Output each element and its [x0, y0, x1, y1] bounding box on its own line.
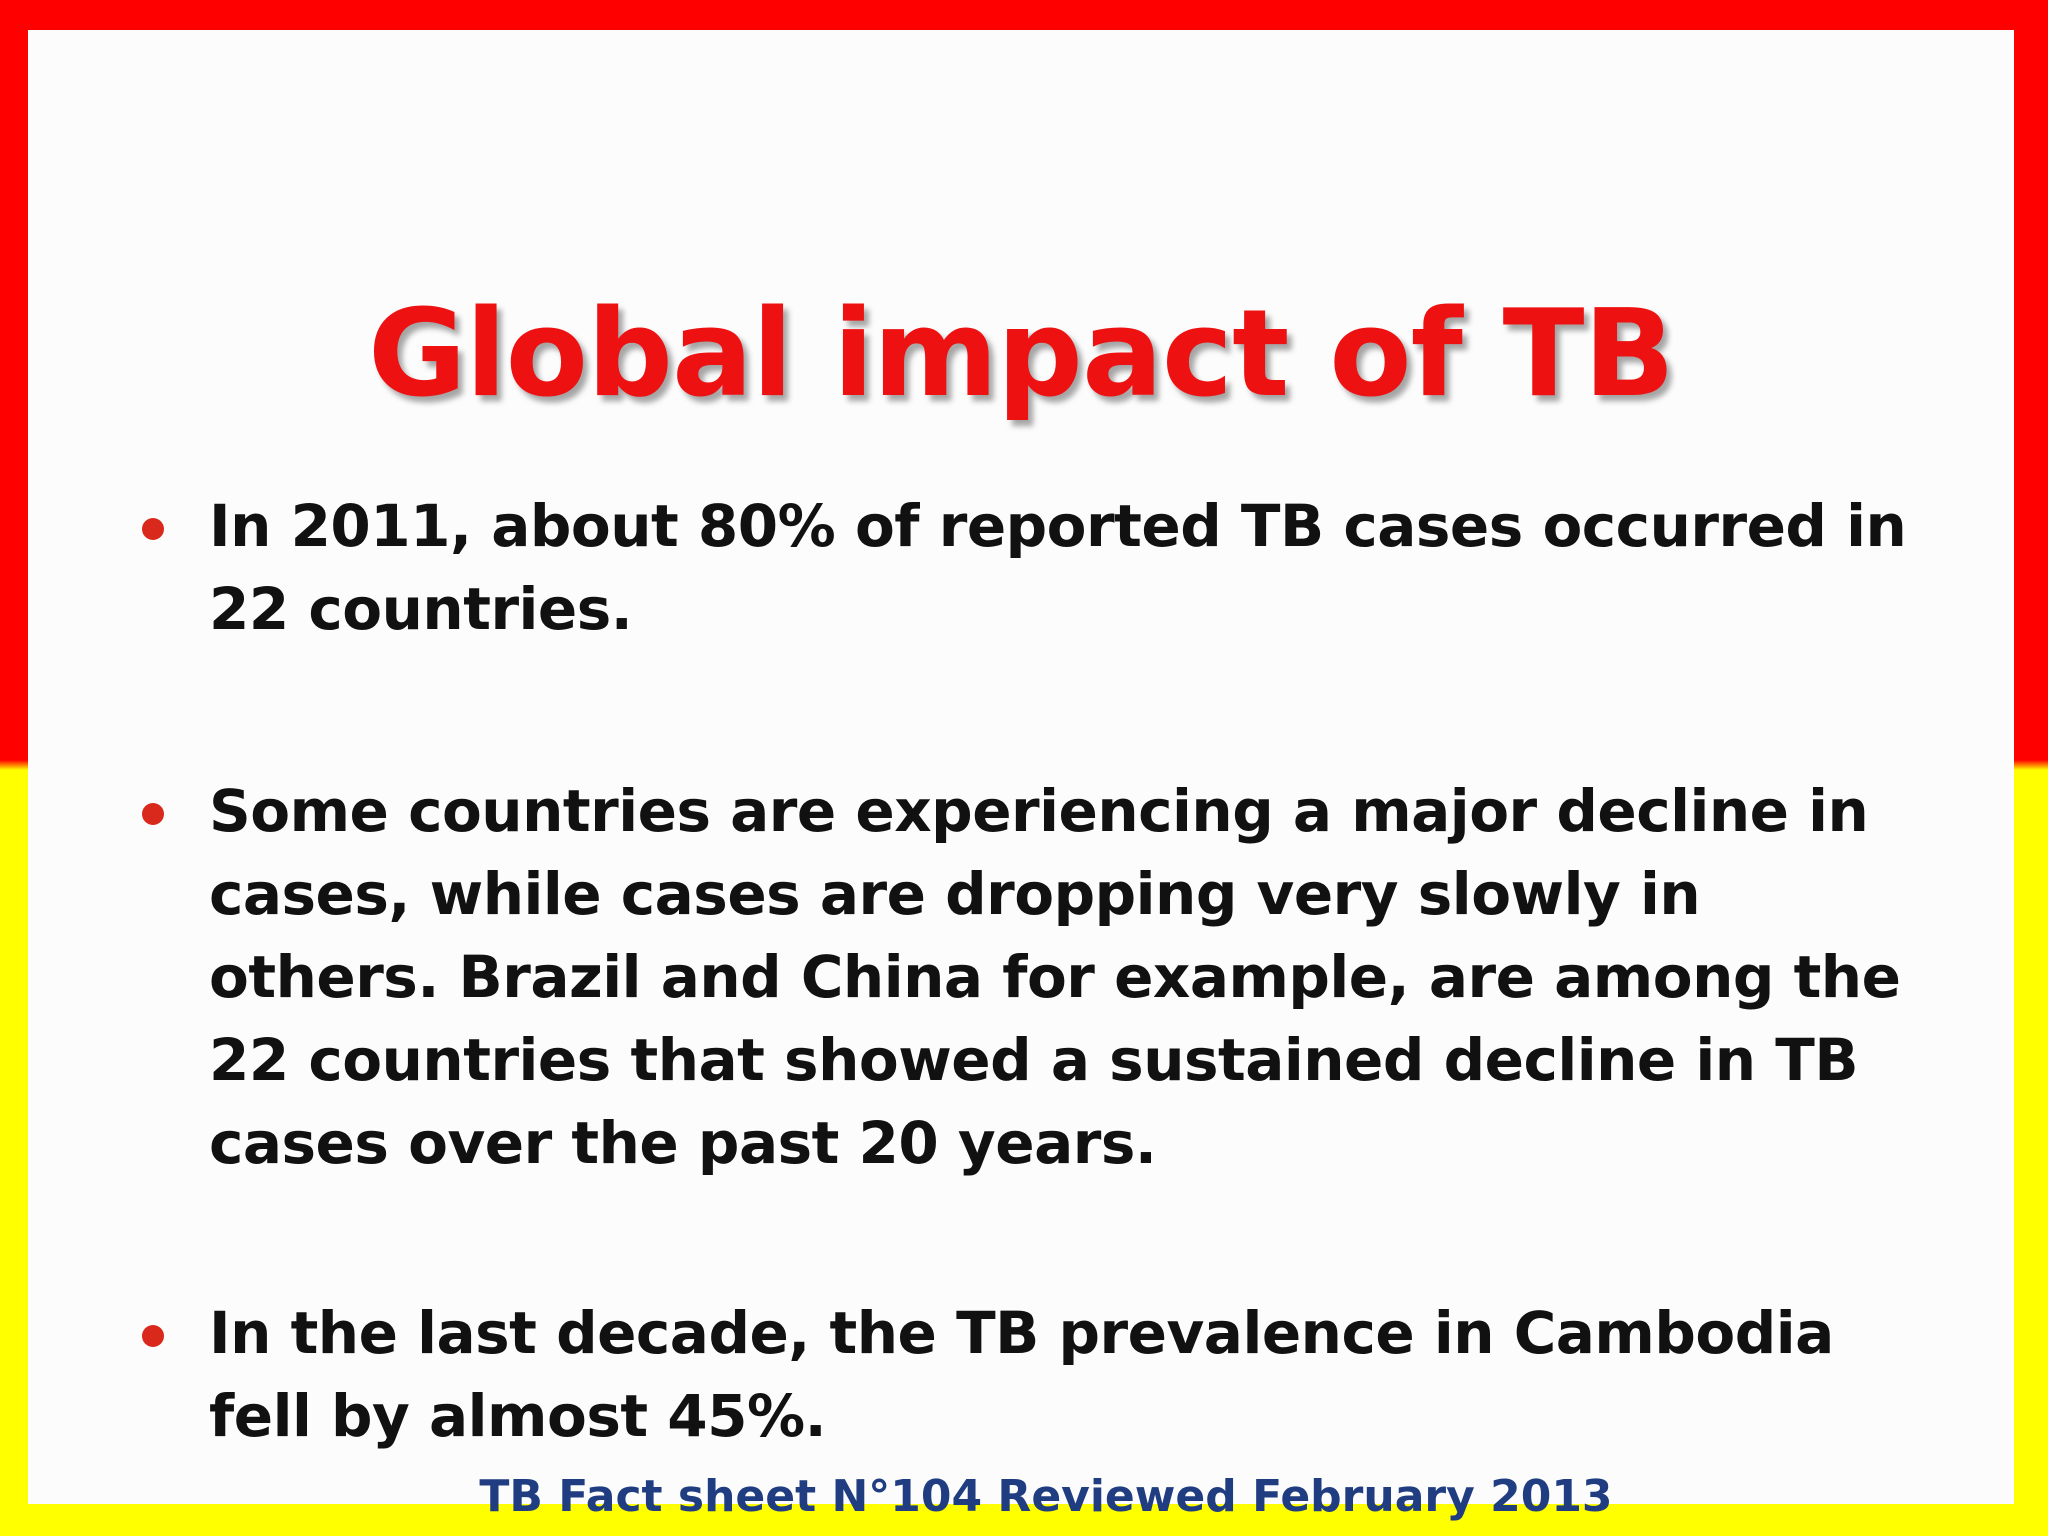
- bullet-list: In 2011, about 80% of reported TB cases …: [28, 30, 2014, 1504]
- bullet-dot-icon: [142, 803, 164, 825]
- bullet-dot-icon: [142, 518, 164, 540]
- bullet-text: In 2011, about 80% of reported TB cases …: [209, 492, 1907, 643]
- source-text: TB Fact sheet N°104 Reviewed February 20…: [479, 1471, 1613, 1522]
- bullet-text: Some countries are experiencing a major …: [209, 777, 1901, 1177]
- slide-canvas: Global impact of TB In 2011, about 80% o…: [28, 30, 2014, 1522]
- bullet-dot-icon: [142, 1325, 164, 1347]
- slide-title: Global impact of TB: [368, 285, 1675, 424]
- source-citation: TB Fact sheet N°104 Reviewed February 20…: [28, 1467, 2014, 1527]
- bullet-text: In the last decade, the TB prevalence in…: [209, 1299, 1834, 1450]
